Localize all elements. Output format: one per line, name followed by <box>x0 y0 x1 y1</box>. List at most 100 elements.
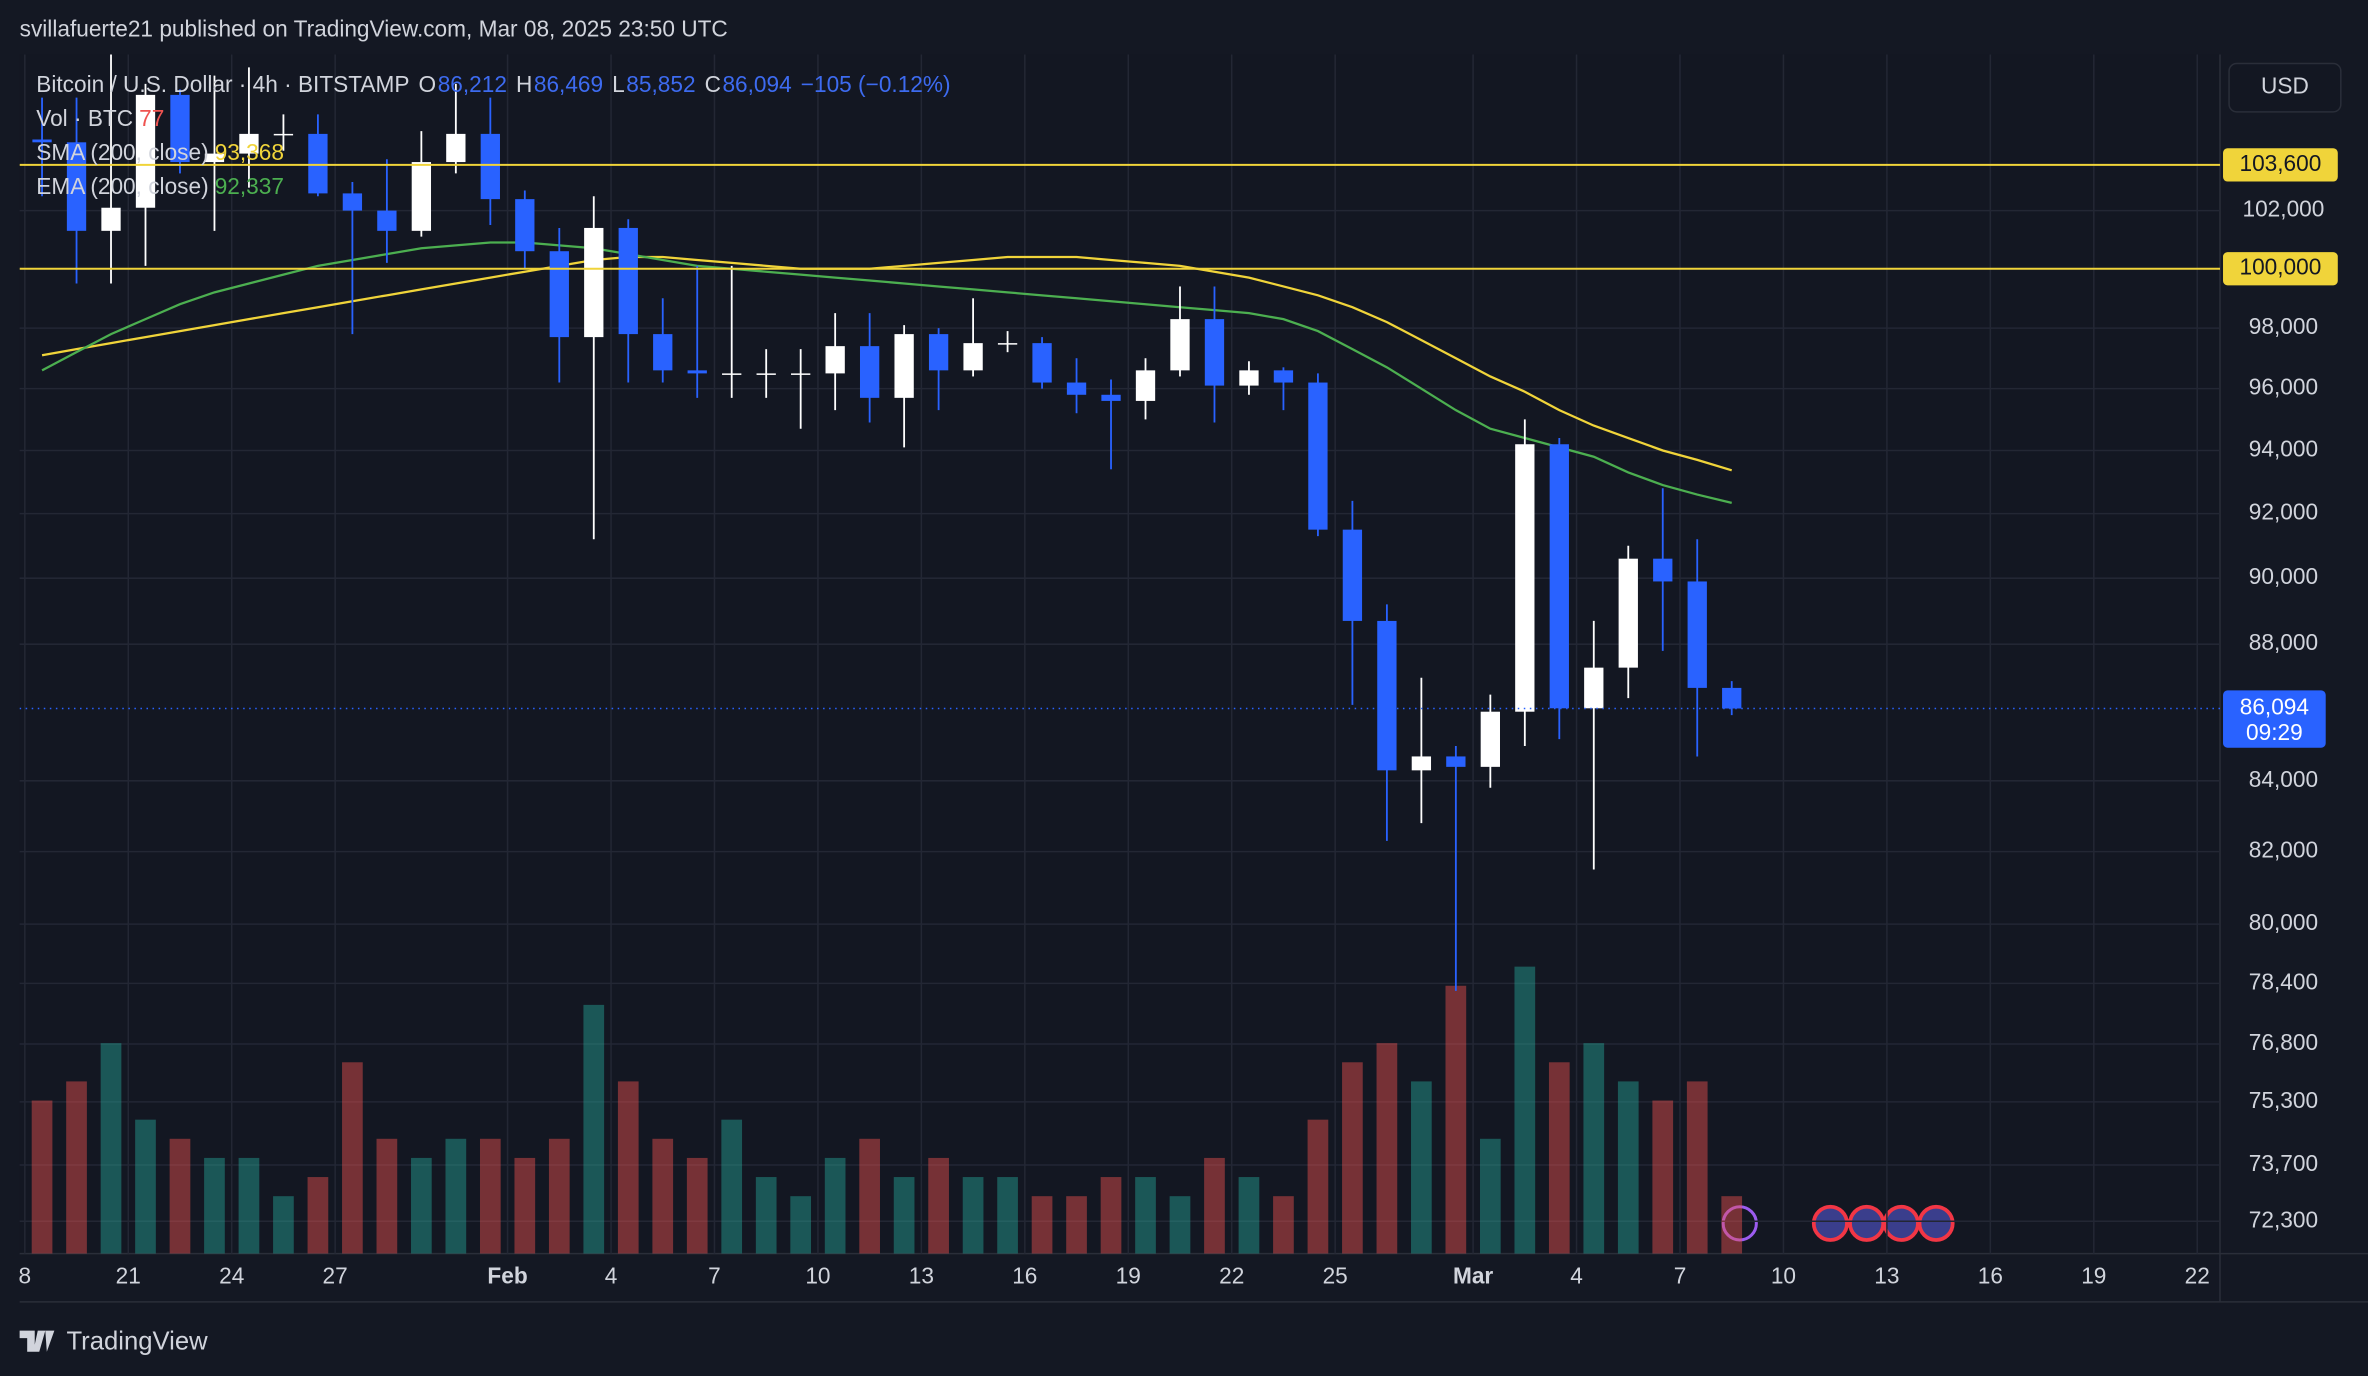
volume-bar <box>1583 1043 1605 1254</box>
candle-body <box>1308 382 1328 530</box>
candle-body <box>101 207 121 231</box>
volume-bar <box>479 1138 501 1254</box>
x-tick-label: 24 <box>219 1263 244 1289</box>
candle-body <box>963 343 983 371</box>
byline: svillafuerte21 published on TradingView.… <box>20 15 728 41</box>
candle-body <box>515 199 535 252</box>
volume-bar <box>1204 1157 1225 1254</box>
volume-bar <box>583 1004 605 1254</box>
volume-bar <box>1273 1196 1294 1254</box>
ohlc-key: C <box>705 71 721 97</box>
series-legend: SMA (200, close) <box>36 139 208 165</box>
x-tick-label: 16 <box>1012 1263 1037 1289</box>
ma-line <box>41 241 1732 505</box>
candle-body <box>239 133 259 154</box>
volume-bar <box>31 1100 53 1254</box>
y-tick-label: 76,800 <box>2249 1029 2318 1055</box>
price-line-tag <box>2223 148 2338 182</box>
x-tick-label: 25 <box>1323 1263 1348 1289</box>
candle-body <box>170 94 190 163</box>
volume-bar <box>307 1177 329 1254</box>
volume-bar <box>445 1138 467 1254</box>
volume-bar <box>1514 966 1536 1254</box>
volume-bar <box>1066 1196 1087 1254</box>
y-tick-label: 102,000 <box>2243 196 2325 222</box>
logo <box>19 1330 55 1352</box>
last-price-tag <box>2223 690 2326 748</box>
x-tick-label: Mar <box>1453 1263 1493 1289</box>
candle-body <box>1653 558 1673 582</box>
grid <box>19 54 2220 1254</box>
y-tick-label: 90,000 <box>2249 563 2318 589</box>
y-tick-label: 98,000 <box>2249 313 2318 339</box>
x-tick-label: 4 <box>605 1263 618 1289</box>
ohlc-value: 86,469 <box>534 71 603 97</box>
x-tick-label: 10 <box>1771 1263 1796 1289</box>
candle-body <box>791 373 811 375</box>
volume-bar <box>1479 1138 1501 1254</box>
candle-body <box>377 210 397 231</box>
volume-bar <box>928 1157 949 1254</box>
y-tick-label: 73,700 <box>2249 1150 2318 1176</box>
x-tick-label: 19 <box>2081 1263 2106 1289</box>
volume-bar <box>790 1196 812 1254</box>
volume-bar <box>1031 1196 1053 1254</box>
volume-bar <box>66 1081 87 1254</box>
volume-bar <box>1445 985 1467 1254</box>
candle-body <box>584 227 604 338</box>
candle-body <box>1273 370 1294 383</box>
candle-body <box>549 251 569 338</box>
currency-box[interactable] <box>2228 62 2342 113</box>
legend: Bitcoin / U.S. Dollar · 4h · BITSTAMP O 86… <box>36 71 950 199</box>
price-line-label: 103,600 <box>2239 150 2321 176</box>
volume-bar <box>548 1138 570 1254</box>
event-icons <box>1721 1204 1955 1242</box>
ohlc-value: 85,852 <box>626 71 695 97</box>
candle-body <box>653 334 673 371</box>
x-tick-label: 22 <box>1219 1263 1244 1289</box>
x-tick-label: 22 <box>2185 1263 2210 1289</box>
x-tick-label: 13 <box>909 1263 934 1289</box>
candle-body <box>722 373 742 375</box>
volume-bar <box>824 1157 846 1254</box>
candle-body <box>894 334 914 398</box>
y-tick-label: 75,300 <box>2249 1087 2318 1113</box>
volume-bar <box>1411 1081 1432 1254</box>
candle-body <box>1549 444 1569 709</box>
candle-body <box>1377 620 1397 771</box>
price-line-label: 100,000 <box>2239 254 2321 280</box>
currency[interactable]: USD <box>2261 73 2309 99</box>
volume-bar <box>100 1043 122 1254</box>
volume-legend-value: 77 <box>139 105 164 131</box>
volume-bar <box>997 1177 1018 1254</box>
candle-body <box>756 373 776 375</box>
candle-body <box>480 133 500 200</box>
candle-body <box>1032 343 1052 383</box>
brand: TradingView <box>66 1327 208 1355</box>
volume-bar <box>652 1138 674 1254</box>
volume-bar <box>376 1138 398 1254</box>
y-tick-label: 96,000 <box>2249 374 2318 400</box>
ohlc-value: 86,094 <box>722 71 791 97</box>
candle-body <box>1101 394 1121 401</box>
candle-body <box>135 94 156 208</box>
candle-body <box>32 139 52 143</box>
volume-bar <box>755 1177 777 1254</box>
candle-body <box>308 133 328 194</box>
change: −105 (−0.12%) <box>801 71 951 97</box>
candle-body <box>1170 319 1190 371</box>
candle-body <box>1411 756 1432 771</box>
ma-line <box>41 255 1733 472</box>
y-tick-label: 82,000 <box>2249 837 2318 863</box>
candle-body <box>1722 687 1742 709</box>
x-tick-label: 4 <box>1570 1263 1583 1289</box>
x-tick-label: 7 <box>708 1263 721 1289</box>
series-legend-value: 92,337 <box>215 173 284 199</box>
volume-bar <box>204 1157 225 1254</box>
candle-body <box>1066 382 1087 395</box>
candle-body <box>1480 711 1500 767</box>
volume-bar <box>686 1157 708 1254</box>
y-tick-label: 72,300 <box>2249 1206 2318 1232</box>
candle-body <box>859 346 880 398</box>
